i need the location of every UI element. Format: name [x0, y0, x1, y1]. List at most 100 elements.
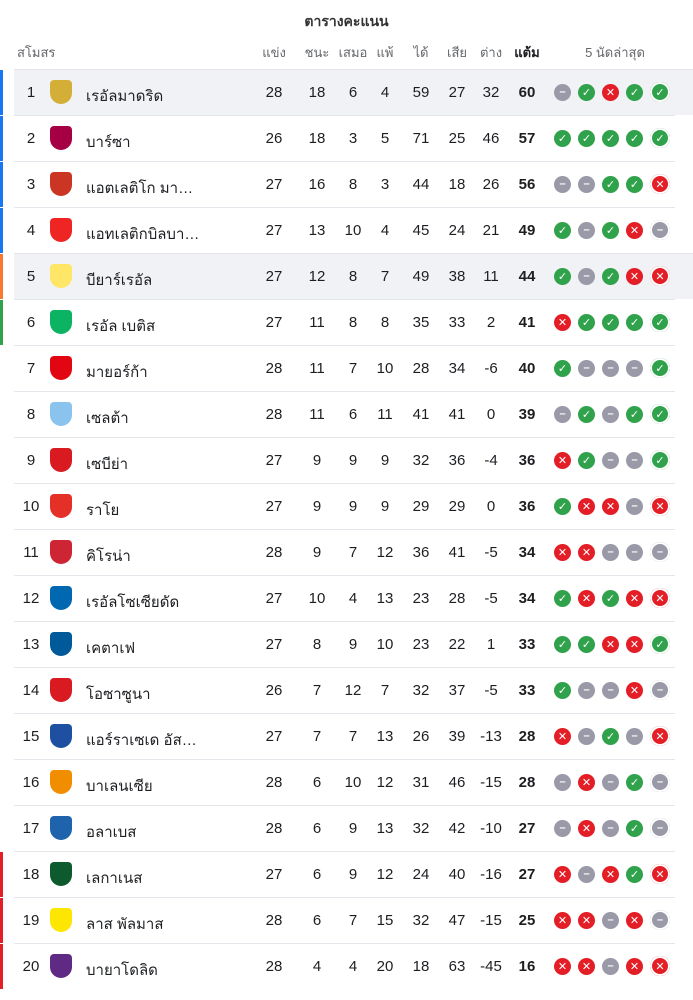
- win-icon[interactable]: ✓: [626, 129, 643, 147]
- loss-icon[interactable]: ✕: [650, 174, 670, 194]
- draw-icon[interactable]: –: [578, 681, 595, 699]
- draw-icon[interactable]: –: [626, 451, 643, 469]
- draw-icon[interactable]: –: [578, 175, 595, 193]
- draw-icon[interactable]: –: [578, 727, 595, 745]
- draw-icon[interactable]: –: [554, 819, 571, 837]
- win-icon[interactable]: ✓: [578, 635, 595, 653]
- win-icon[interactable]: ✓: [554, 129, 571, 147]
- loss-icon[interactable]: ✕: [650, 956, 670, 976]
- draw-icon[interactable]: –: [554, 773, 571, 791]
- win-icon[interactable]: ✓: [626, 405, 643, 423]
- draw-icon[interactable]: –: [650, 772, 670, 792]
- loss-icon[interactable]: ✕: [602, 865, 619, 883]
- team-name[interactable]: ราโย: [86, 502, 120, 519]
- team-name[interactable]: บาเลนเซีย: [86, 778, 153, 795]
- table-row[interactable]: 3 แอตเลติโก มา… 27 16 8 3 44 18 26 56– – ✓ ✓ ✕: [0, 161, 675, 207]
- draw-icon[interactable]: –: [626, 543, 643, 561]
- loss-icon[interactable]: ✕: [650, 588, 670, 608]
- table-row[interactable]: 15 แอร์ราเซเด อัส… 27 7 7 13 26 39 -13 28 ✕ – ✓ – ✕: [14, 713, 675, 759]
- loss-icon[interactable]: ✕: [626, 681, 643, 699]
- table-row[interactable]: 4 แอทเลติกบิลบา… 27 13 10 4 45 24 21 49 ✓ – ✓ ✕ –: [0, 207, 675, 253]
- win-icon[interactable]: ✓: [602, 267, 619, 285]
- win-icon[interactable]: ✓: [626, 819, 643, 837]
- win-icon[interactable]: ✓: [578, 405, 595, 423]
- loss-icon[interactable]: ✕: [578, 543, 595, 561]
- win-icon[interactable]: ✓: [626, 83, 643, 101]
- loss-icon[interactable]: ✕: [626, 635, 643, 653]
- loss-icon[interactable]: ✕: [626, 267, 643, 285]
- win-icon[interactable]: ✓: [626, 175, 643, 193]
- draw-icon[interactable]: –: [602, 405, 619, 423]
- loss-icon[interactable]: ✕: [626, 911, 643, 929]
- win-icon[interactable]: ✓: [602, 727, 619, 745]
- draw-icon[interactable]: –: [626, 497, 643, 515]
- win-icon[interactable]: ✓: [602, 175, 619, 193]
- draw-icon[interactable]: –: [578, 267, 595, 285]
- loss-icon[interactable]: ✕: [578, 589, 595, 607]
- loss-icon[interactable]: ✕: [578, 819, 595, 837]
- team-name[interactable]: แอร์ราเซเด อัส…: [86, 732, 197, 749]
- win-icon[interactable]: ✓: [578, 313, 595, 331]
- win-icon[interactable]: ✓: [554, 681, 571, 699]
- team-name[interactable]: แอทเลติกบิลบา…: [86, 226, 200, 243]
- draw-icon[interactable]: –: [602, 681, 619, 699]
- team-name[interactable]: คิโรน่า: [86, 548, 131, 565]
- team-name[interactable]: แอตเลติโก มา…: [86, 180, 194, 197]
- loss-icon[interactable]: ✕: [602, 497, 619, 515]
- draw-icon[interactable]: –: [602, 911, 619, 929]
- win-icon[interactable]: ✓: [602, 589, 619, 607]
- team-name[interactable]: ลาส พัลมาส: [86, 916, 164, 933]
- draw-icon[interactable]: –: [650, 680, 670, 700]
- loss-icon[interactable]: ✕: [650, 496, 670, 516]
- team-name[interactable]: เรอัลโซเซียดัด: [86, 594, 180, 611]
- loss-icon[interactable]: ✕: [578, 497, 595, 515]
- team-name[interactable]: เรอัลมาดริด: [86, 88, 164, 105]
- draw-icon[interactable]: –: [578, 221, 595, 239]
- team-name[interactable]: บายาโดลิด: [86, 962, 158, 979]
- loss-icon[interactable]: ✕: [578, 911, 595, 929]
- team-name[interactable]: เรอัล เบติส: [86, 318, 156, 335]
- table-row[interactable]: 10 ราโย 27 9 9 9 29 29 0 36 ✓ ✕ ✕ – ✕: [14, 483, 675, 529]
- win-icon[interactable]: ✓: [578, 451, 595, 469]
- loss-icon[interactable]: ✕: [650, 266, 670, 286]
- team-name[interactable]: โอซาซูนา: [86, 686, 151, 703]
- draw-icon[interactable]: –: [650, 910, 670, 930]
- loss-icon[interactable]: ✕: [650, 726, 670, 746]
- win-icon[interactable]: ✓: [602, 313, 619, 331]
- table-row[interactable]: 7 มายอร์ก้า 28 11 7 10 28 34 -6 40 ✓ – – – ✓: [14, 345, 675, 391]
- team-name[interactable]: มายอร์ก้า: [86, 364, 148, 381]
- table-row[interactable]: 17 อลาเบส 28 6 9 13 32 42 -10 27– ✕ – ✓ –: [14, 805, 675, 851]
- win-icon[interactable]: ✓: [554, 589, 571, 607]
- loss-icon[interactable]: ✕: [578, 773, 595, 791]
- draw-icon[interactable]: –: [650, 220, 670, 240]
- win-icon[interactable]: ✓: [578, 129, 595, 147]
- win-icon[interactable]: ✓: [602, 221, 619, 239]
- draw-icon[interactable]: –: [650, 542, 670, 562]
- draw-icon[interactable]: –: [602, 957, 619, 975]
- loss-icon[interactable]: ✕: [554, 543, 571, 561]
- loss-icon[interactable]: ✕: [602, 83, 619, 101]
- team-name[interactable]: บาร์ซา: [86, 134, 131, 151]
- win-icon[interactable]: ✓: [554, 359, 571, 377]
- win-icon[interactable]: ✓: [650, 82, 670, 102]
- draw-icon[interactable]: –: [554, 175, 571, 193]
- table-row[interactable]: 11 คิโรน่า 28 9 7 12 36 41 -5 34 ✕ ✕ – – –: [14, 529, 675, 575]
- table-row[interactable]: 18 เลกาเนส 27 6 9 12 24 40 -16 27 ✕ – ✕ ✓ ✕: [0, 851, 675, 897]
- draw-icon[interactable]: –: [626, 359, 643, 377]
- loss-icon[interactable]: ✕: [650, 864, 670, 884]
- table-row[interactable]: 19 ลาส พัลมาส 28 6 7 15 32 47 -15 25 ✕ ✕ – ✕ –: [0, 897, 675, 943]
- win-icon[interactable]: ✓: [650, 128, 670, 148]
- win-icon[interactable]: ✓: [650, 450, 670, 470]
- table-row[interactable]: 2 บาร์ซา 26 18 3 5 71 25 46 57 ✓ ✓ ✓ ✓ ✓: [0, 115, 675, 161]
- draw-icon[interactable]: –: [650, 818, 670, 838]
- win-icon[interactable]: ✓: [626, 313, 643, 331]
- win-icon[interactable]: ✓: [650, 634, 670, 654]
- loss-icon[interactable]: ✕: [554, 957, 571, 975]
- draw-icon[interactable]: –: [602, 543, 619, 561]
- win-icon[interactable]: ✓: [554, 497, 571, 515]
- table-row[interactable]: 14 โอซาซูนา 26 7 12 7 32 37 -5 33 ✓ – – ✕ –: [14, 667, 675, 713]
- loss-icon[interactable]: ✕: [554, 911, 571, 929]
- win-icon[interactable]: ✓: [650, 404, 670, 424]
- draw-icon[interactable]: –: [602, 451, 619, 469]
- team-name[interactable]: เซบีย่า: [86, 456, 129, 473]
